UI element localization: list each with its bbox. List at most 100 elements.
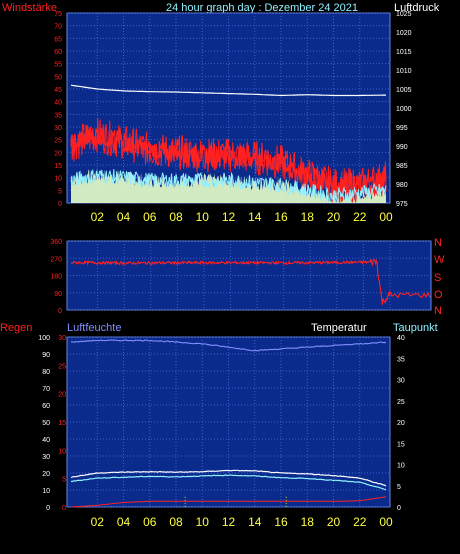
wind-tick-label: 15 <box>54 163 62 170</box>
direction-tick-label: 0 <box>58 308 62 315</box>
pressure-tick-label: 1025 <box>396 11 412 18</box>
rain-line <box>70 496 387 508</box>
time-tick-label: 22 <box>353 210 367 224</box>
pressure-tick-label: 980 <box>396 182 408 189</box>
direction-tick-label: 270 <box>50 256 62 263</box>
rain-tick-label: 25 <box>58 363 66 370</box>
time-tick-label: 18 <box>301 515 315 529</box>
time-tick-label: 18 <box>301 210 315 224</box>
dewpoint-line <box>70 474 387 491</box>
wind-tick-label: 0 <box>58 201 62 208</box>
pressure-tick-label: 1015 <box>396 49 412 56</box>
rain-tick-label: 10 <box>58 448 66 455</box>
humidity-tick-label: 60 <box>42 403 50 410</box>
temperature-tick-label: 0 <box>397 505 401 512</box>
humidity-tick-label: 50 <box>42 420 50 427</box>
dewpoint-title: Taupunkt <box>393 322 438 334</box>
wind-tick-label: 75 <box>54 11 62 18</box>
temperature-tick-label: 40 <box>397 335 405 342</box>
pressure-tick-label: 1010 <box>396 68 412 75</box>
pressure-tick-label: 985 <box>396 163 408 170</box>
pressure-tick-label: 990 <box>396 144 408 151</box>
time-tick-label: 10 <box>196 515 210 529</box>
time-tick-label: 14 <box>248 515 262 529</box>
wind-tick-label: 5 <box>58 188 62 195</box>
humidity-tick-label: 40 <box>42 437 50 444</box>
humidity-tick-label: 0 <box>46 505 50 512</box>
temperature-tick-label: 20 <box>397 420 405 427</box>
temperature-tick-label: 30 <box>397 378 405 385</box>
humidity-tick-label: 20 <box>42 471 50 478</box>
wind-avg-line <box>70 169 387 203</box>
rain-tick-label: 30 <box>58 335 66 342</box>
chart-title: 24 hour graph day : Dezember 24 2021 <box>166 2 358 14</box>
wind-tick-label: 25 <box>54 138 62 145</box>
time-tick-label: 00 <box>379 210 393 224</box>
rain-axis-title: Regen <box>0 322 32 334</box>
time-tick-label: 20 <box>327 210 341 224</box>
wind-tick-label: 50 <box>54 74 62 81</box>
temperature-line <box>70 469 387 487</box>
temperature-tick-label: 35 <box>397 356 405 363</box>
wind-tick-label: 35 <box>54 112 62 119</box>
humidity-tick-label: 90 <box>42 352 50 359</box>
time-tick-label: 16 <box>274 210 288 224</box>
pressure-tick-label: 1005 <box>396 87 412 94</box>
temperature-title: Temperatur <box>311 322 367 334</box>
temperature-tick-label: 5 <box>397 484 401 491</box>
humidity-tick-label: 70 <box>42 386 50 393</box>
temperature-tick-label: 10 <box>397 463 405 470</box>
rain-tick-label: 15 <box>58 420 66 427</box>
wind-tick-label: 60 <box>54 49 62 56</box>
time-tick-label: 02 <box>91 210 105 224</box>
pressure-tick-label: 995 <box>396 125 408 132</box>
time-tick-label: 12 <box>222 515 236 529</box>
temperature-tick-label: 25 <box>397 399 405 406</box>
time-tick-label: 16 <box>274 515 288 529</box>
compass-label: N <box>434 237 442 249</box>
time-tick-label: 00 <box>379 515 393 529</box>
time-tick-label: 04 <box>117 515 131 529</box>
wind-tick-label: 20 <box>54 150 62 157</box>
wind-direction-line <box>70 258 431 305</box>
pressure-axis-title: Luftdruck <box>394 2 440 14</box>
rain-tick-label: 0 <box>62 505 66 512</box>
time-tick-label: 22 <box>353 515 367 529</box>
wind-tick-label: 40 <box>54 100 62 107</box>
compass-label: W <box>434 254 445 266</box>
compass-label: O <box>434 289 443 301</box>
time-tick-label: 20 <box>327 515 341 529</box>
time-tick-label: 06 <box>143 515 157 529</box>
time-tick-label: 12 <box>222 210 236 224</box>
wind-tick-label: 55 <box>54 62 62 69</box>
humidity-tick-label: 30 <box>42 454 50 461</box>
pressure-tick-label: 1020 <box>396 30 412 37</box>
humidity-axis-title: Luftfeuchte <box>67 322 121 334</box>
time-tick-label: 04 <box>117 210 131 224</box>
time-tick-label: 14 <box>248 210 262 224</box>
time-tick-label: 06 <box>143 210 157 224</box>
rain-tick-label: 5 <box>62 477 66 484</box>
humidity-tick-label: 10 <box>42 488 50 495</box>
direction-tick-label: 360 <box>50 239 62 246</box>
pressure-tick-label: 1000 <box>396 106 412 113</box>
direction-tick-label: 90 <box>54 291 62 298</box>
wind-gust-line <box>70 126 387 197</box>
wind-tick-label: 45 <box>54 87 62 94</box>
compass-label: S <box>434 272 441 284</box>
wind-tick-label: 65 <box>54 36 62 43</box>
time-tick-label: 08 <box>169 210 183 224</box>
humidity-tick-label: 100 <box>38 335 50 342</box>
compass-label: N <box>434 305 442 317</box>
time-tick-label: 08 <box>169 515 183 529</box>
pressure-tick-label: 975 <box>396 201 408 208</box>
wind-tick-label: 70 <box>54 24 62 31</box>
humidity-tick-label: 80 <box>42 369 50 376</box>
temperature-tick-label: 15 <box>397 441 405 448</box>
pressure-line <box>70 84 386 97</box>
time-tick-label: 10 <box>196 210 210 224</box>
